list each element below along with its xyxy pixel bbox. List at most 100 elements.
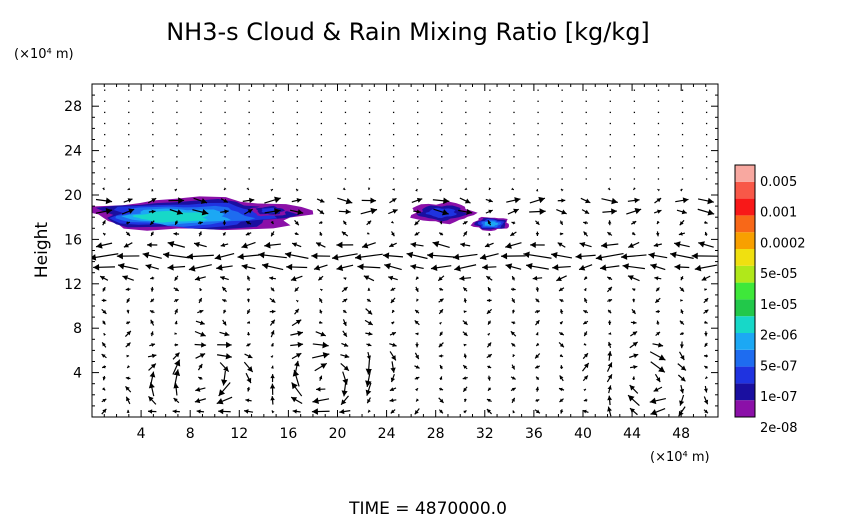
- wind-arrow-head: [439, 409, 443, 414]
- colorbar-label: 1e-07: [760, 390, 798, 405]
- wind-arrow-head: [270, 287, 275, 292]
- x-axis-ticks: 4 8 12 16 20 24 28 32 36 40 44 48: [103, 84, 707, 442]
- wind-arrow: [438, 188, 442, 192]
- wind-arrow: [318, 297, 323, 304]
- grid-dot: [417, 122, 419, 125]
- wind-arrow: [479, 253, 499, 261]
- wind-arrow: [535, 386, 540, 392]
- wind-arrow: [511, 275, 516, 281]
- wind-arrow: [581, 362, 590, 372]
- wind-arrow: [125, 396, 131, 405]
- wind-arrow: [294, 360, 300, 374]
- wind-arrow-head: [511, 321, 515, 325]
- wind-arrow-head: [126, 330, 131, 336]
- wind-arrow: [247, 331, 251, 336]
- wind-arrow: [126, 409, 130, 414]
- wind-arrow-head: [406, 251, 414, 259]
- wind-arrow: [525, 262, 549, 270]
- wind-arrow-head: [607, 276, 612, 281]
- wind-arrow: [384, 263, 402, 271]
- wind-arrow: [653, 209, 662, 214]
- wind-arrow: [600, 241, 619, 249]
- wind-arrow: [557, 198, 566, 203]
- wind-arrow: [101, 308, 107, 315]
- wind-arrow-head: [163, 251, 170, 259]
- wind-arrow: [125, 376, 131, 381]
- wind-arrow-head: [698, 241, 705, 248]
- wind-arrow-head: [363, 275, 370, 281]
- wind-arrow: [194, 398, 206, 404]
- wind-arrow-head: [150, 288, 155, 292]
- wind-arrow-head: [633, 187, 636, 190]
- wind-arrow: [390, 361, 396, 373]
- wind-arrow: [338, 208, 351, 215]
- y-tick-label: 4: [73, 366, 82, 382]
- wind-arrow-head: [463, 221, 468, 225]
- wind-arrow: [247, 386, 251, 392]
- wind-arrow-head: [178, 197, 185, 204]
- wind-arrow-head: [319, 298, 323, 302]
- colorbar-bin: [735, 249, 755, 266]
- grid-dot: [681, 89, 684, 91]
- wind-arrow-head: [246, 288, 251, 292]
- colorbar-bin: [735, 383, 755, 401]
- wind-arrow-head: [241, 263, 248, 270]
- wind-arrow-head: [680, 309, 684, 313]
- grid-dot: [224, 89, 226, 91]
- colorbar-bin: [735, 215, 755, 233]
- wind-arrow: [438, 321, 442, 325]
- wind-arrow: [125, 385, 132, 393]
- grid-dot: [104, 156, 106, 158]
- grid-dot: [128, 133, 130, 136]
- wind-arrow-head: [536, 310, 540, 314]
- wind-arrow-head: [392, 342, 397, 347]
- wind-arrow-head: [622, 263, 629, 270]
- wind-arrow-head: [147, 409, 153, 414]
- wind-arrow: [414, 376, 420, 381]
- grid-dot: [633, 122, 636, 125]
- wind-arrow-head: [487, 333, 490, 336]
- wind-arrow: [365, 359, 372, 375]
- grid-dot: [272, 145, 274, 147]
- grid-dot: [705, 156, 708, 158]
- grid-dot: [513, 100, 515, 102]
- wind-arrow-head: [704, 320, 708, 324]
- wind-arrow: [361, 197, 377, 204]
- wind-arrow: [220, 242, 229, 248]
- grid-dot: [441, 156, 443, 158]
- wind-arrow: [557, 242, 566, 248]
- wind-arrow: [122, 275, 134, 281]
- wind-arrow: [438, 298, 444, 303]
- wind-arrow-head: [362, 242, 369, 249]
- wind-arrow: [121, 208, 135, 215]
- wind-arrow-head: [442, 209, 449, 216]
- grid-dot: [176, 167, 178, 169]
- wind-arrow: [415, 276, 419, 280]
- wind-arrow-head: [559, 375, 564, 380]
- wind-arrow: [487, 387, 492, 392]
- wind-arrow-head: [174, 188, 177, 192]
- wind-arrow-head: [297, 330, 303, 337]
- wind-arrow: [220, 198, 229, 203]
- wind-arrow-head: [582, 409, 587, 414]
- grid-dot: [320, 122, 323, 125]
- wind-arrow: [317, 275, 324, 281]
- wind-arrow-head: [222, 286, 227, 291]
- wind-arrow: [216, 396, 233, 405]
- wind-arrow-head: [194, 241, 200, 248]
- grid-dot: [392, 100, 395, 102]
- wind-arrow-head: [126, 221, 130, 225]
- wind-arrow: [653, 242, 662, 248]
- grid-dot: [248, 178, 250, 180]
- colorbar-label: 5e-07: [760, 359, 798, 374]
- wind-arrow: [486, 308, 493, 315]
- wind-arrow: [426, 252, 456, 259]
- wind-arrow: [580, 197, 591, 204]
- grid-dot: [200, 100, 202, 102]
- wind-arrow-head: [126, 342, 131, 347]
- wind-arrow-head: [679, 388, 685, 394]
- wind-arrow: [269, 383, 276, 395]
- wind-arrow: [101, 341, 107, 348]
- wind-arrow: [123, 242, 133, 248]
- grid-dot: [104, 133, 106, 136]
